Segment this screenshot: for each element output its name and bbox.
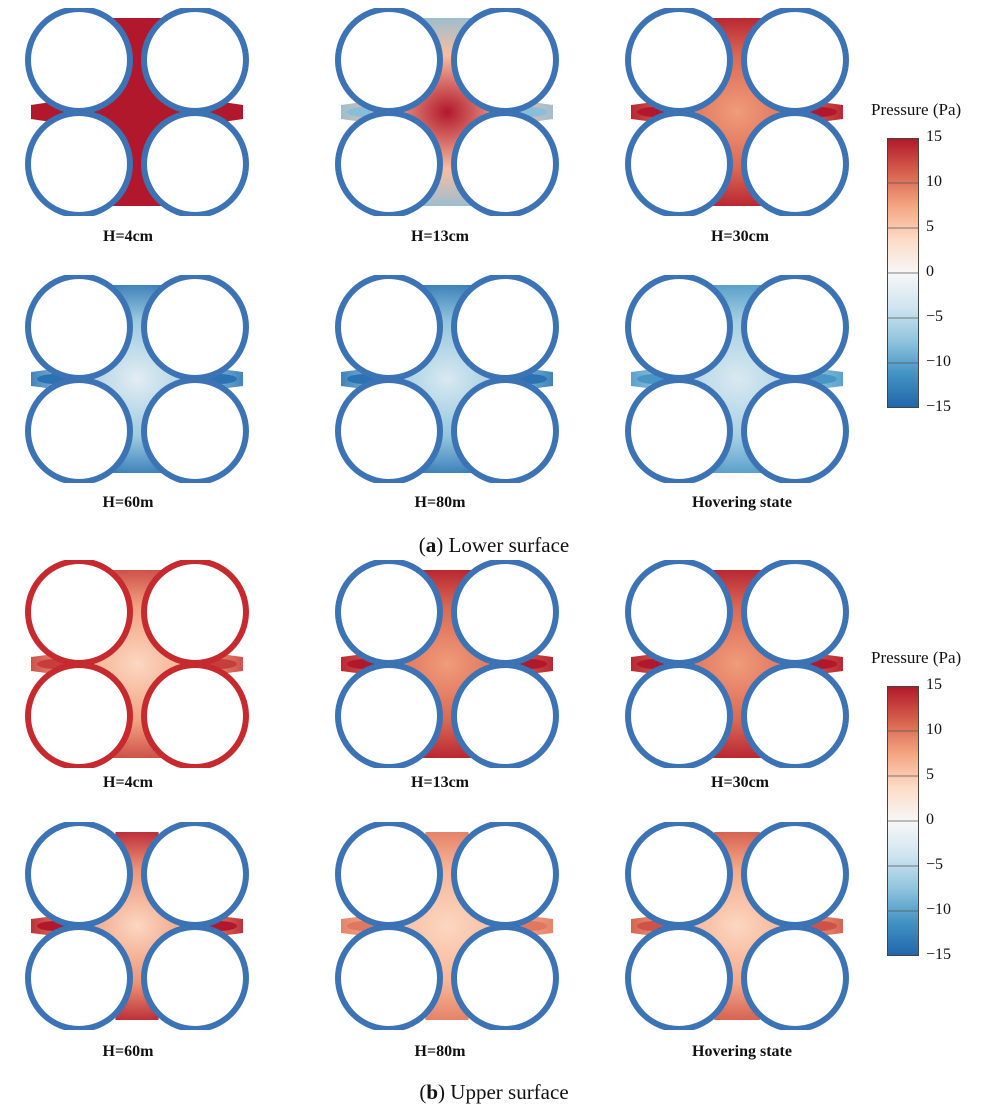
caption-letter: a [425,533,437,557]
colorbar-tick: 5 [926,218,934,235]
colorbar-tick: 0 [926,811,934,828]
colorbar-tick: −15 [926,946,952,963]
pressure-map [25,8,249,216]
panel-b-1 [10,560,264,768]
pressure-map [335,560,559,768]
pressure-map [25,275,249,483]
colorbar-tick: 5 [926,766,934,783]
panel-label: Hovering state [692,494,792,511]
panel-a-1 [10,8,264,216]
panel-b-4 [10,822,264,1030]
pressure-map [335,8,559,216]
pressure-map [335,822,559,1030]
colorbar-title: Pressure (Pa) [871,100,962,119]
colorbar-tick: −5 [926,308,944,325]
panel-b-5 [320,822,574,1030]
colorbar-title: Pressure (Pa) [871,648,962,667]
panel-label: H=60m [102,1043,154,1060]
panel-label: H=30cm [711,228,769,245]
panel-label: H=13cm [411,774,469,791]
colorbar-tick: −10 [926,353,952,370]
panel-label: H=80m [414,1043,466,1060]
panel-label: Hovering state [692,1043,792,1060]
panel-label: H=4cm [103,774,153,791]
panel-a-3 [610,8,864,216]
caption-letter: b [426,1080,439,1104]
pressure-map [625,8,849,216]
colorbar-tick: −10 [926,901,952,918]
caption-text: Upper surface [445,1080,569,1104]
colorbar [887,138,919,408]
panel-b-6 [610,822,864,1030]
colorbar [887,686,919,956]
pressure-map [25,822,249,1030]
panel-a-5 [320,275,574,483]
pressure-map [335,275,559,483]
panel-a-2 [320,8,574,216]
pressure-map [625,275,849,483]
pressure-map [25,560,249,768]
colorbar-tick: 0 [926,263,934,280]
colorbar-tick: 10 [926,721,942,738]
panel-a-4 [10,275,264,483]
panel-b-2 [320,560,574,768]
panel-label: H=13cm [411,228,469,245]
colorbar-tick: 10 [926,173,942,190]
panel-label: H=80m [414,494,466,511]
pressure-map [625,822,849,1030]
panel-label: H=60m [102,494,154,511]
panel-label: H=4cm [103,228,153,245]
caption-upper-surface: (b) Upper surface [419,1080,569,1104]
colorbar-tick: −5 [926,856,944,873]
panel-label: H=30cm [711,774,769,791]
panel-b-3 [610,560,864,768]
colorbar-tick: 15 [926,128,942,145]
caption-text: Lower surface [443,533,570,557]
colorbar-tick: −15 [926,398,952,415]
colorbar-tick: 15 [926,676,942,693]
panel-a-6 [610,275,864,483]
pressure-map [625,560,849,768]
caption-lower-surface: (a) Lower surface [418,533,570,557]
